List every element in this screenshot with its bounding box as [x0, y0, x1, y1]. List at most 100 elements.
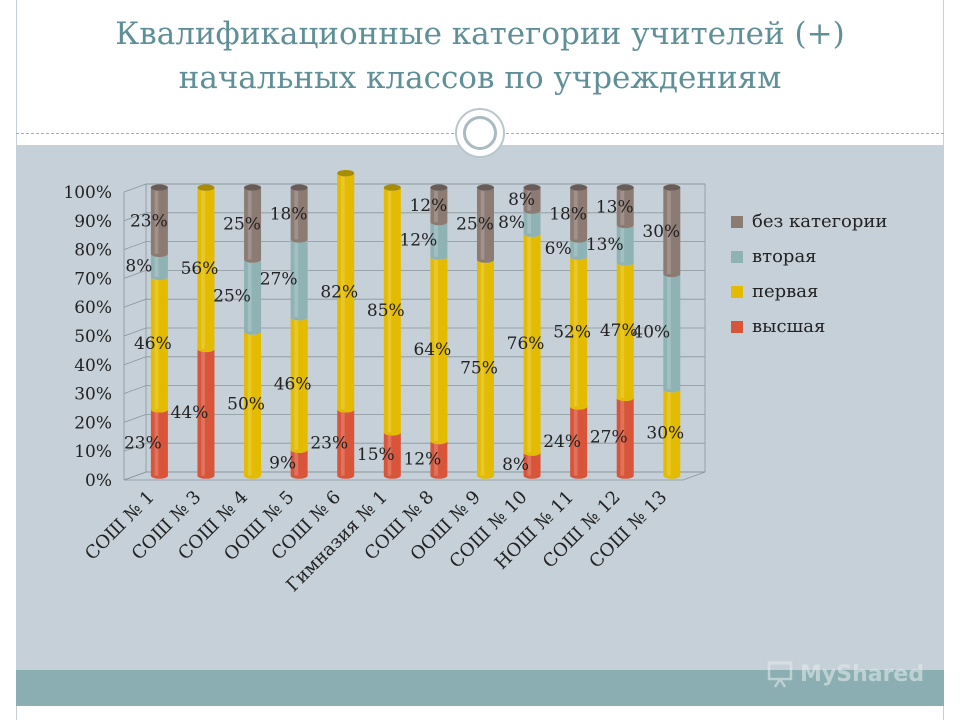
y-tick-label: 80%	[74, 241, 112, 261]
bar-highlight	[340, 173, 345, 410]
bar-highlight	[294, 239, 299, 318]
data-label: 12%	[399, 230, 437, 250]
data-label: 18%	[549, 205, 587, 225]
y-gridline	[123, 471, 705, 481]
bar-highlight	[434, 256, 438, 442]
legend-swatch-первая	[731, 286, 743, 298]
bar-highlight	[667, 274, 671, 390]
data-label-group: 23% 46% 8% 23% 44% 56% 50% 25% 25% 9% 46% 27% 18% 23%…	[124, 190, 684, 475]
bar-highlight	[201, 187, 205, 349]
data-label: 64%	[413, 340, 451, 360]
y-gridline	[123, 385, 705, 394]
legend-label: без категории	[752, 211, 887, 232]
y-gridline	[123, 298, 705, 308]
y-gridline	[123, 241, 705, 250]
y-gridline	[123, 212, 705, 222]
bar-top-cap	[383, 184, 401, 191]
data-label: 24%	[543, 432, 581, 452]
y-tick-label: 100%	[63, 183, 112, 203]
bar-top-cap	[663, 184, 681, 191]
bar-highlight	[620, 397, 625, 476]
data-label: 23%	[310, 433, 348, 453]
bar-highlight	[573, 406, 578, 476]
data-label: 30%	[646, 423, 684, 443]
data-label: 75%	[460, 359, 498, 379]
bar-highlight	[247, 259, 252, 332]
bar-highlight	[667, 389, 671, 476]
data-label: 44%	[171, 403, 209, 423]
bar-highlight	[201, 348, 205, 476]
y-tick-label: 0%	[85, 471, 112, 491]
data-label: 8%	[125, 256, 152, 276]
y-tick-label: 90%	[74, 212, 112, 232]
legend-swatch-высшая	[731, 321, 743, 333]
data-label: 27%	[260, 269, 298, 289]
bar-highlight	[527, 187, 532, 211]
data-label: 9%	[269, 454, 296, 474]
y-gridline	[123, 327, 705, 337]
data-label: 13%	[596, 197, 634, 217]
bar-highlight	[434, 441, 438, 476]
data-label: 23%	[124, 433, 162, 453]
presentation-icon	[767, 661, 793, 688]
bar-highlight	[387, 432, 392, 476]
data-label: 40%	[632, 323, 670, 343]
data-label: 13%	[586, 235, 624, 255]
bar-top-cap	[430, 184, 448, 191]
y-tick-label: 40%	[74, 356, 112, 376]
slide-title: Квалификационные категории учителей (+) …	[40, 12, 920, 100]
bar-highlight	[527, 233, 532, 453]
bar-highlight	[340, 409, 345, 476]
bar-top-cap	[523, 184, 541, 191]
bar-segment-вторая	[150, 253, 168, 281]
data-label: 30%	[642, 222, 680, 242]
bar-top-cap	[570, 184, 588, 191]
y-tick-label: 20%	[74, 413, 112, 433]
y-tick-label: 60%	[74, 298, 112, 318]
data-label: 12%	[403, 449, 441, 469]
bar-top-cap	[244, 184, 262, 191]
bar-highlight	[573, 256, 578, 407]
data-label: 27%	[590, 428, 628, 448]
y-tick-label: 10%	[74, 442, 112, 462]
y-gridline	[123, 442, 705, 452]
data-label: 56%	[181, 259, 219, 279]
data-label: 50%	[227, 395, 265, 415]
bar-highlight	[247, 331, 252, 476]
y-gridline	[123, 183, 705, 193]
bar-top-cap	[197, 184, 215, 191]
bar-highlight	[154, 187, 159, 254]
bar-highlight	[573, 187, 578, 240]
bar-highlight	[620, 262, 625, 398]
bar-highlight	[294, 317, 299, 450]
title-line-2: начальных классов по учреждениям	[178, 60, 782, 96]
data-label: 8%	[502, 455, 529, 475]
data-label: 8%	[508, 190, 535, 210]
bar-highlight	[527, 452, 532, 476]
data-label: 18%	[270, 205, 308, 225]
bar-highlight	[620, 187, 625, 226]
data-label: 85%	[367, 301, 405, 321]
data-label: 76%	[507, 334, 545, 354]
bar-highlight	[480, 187, 485, 260]
y-gridline	[123, 413, 705, 423]
watermark: MyShared	[766, 656, 924, 692]
bar-top-cap	[290, 184, 308, 191]
bar-highlight	[154, 276, 159, 410]
bar-highlight	[480, 259, 485, 476]
divider-ring-icon	[455, 108, 505, 158]
data-label: 46%	[274, 374, 312, 394]
legend-label: высшая	[752, 316, 825, 337]
legend-label: первая	[752, 281, 818, 302]
bar-top-cap	[616, 184, 634, 191]
legend-swatch-без-категории	[731, 216, 743, 228]
bar-highlight	[154, 409, 159, 476]
bar-highlight	[294, 449, 299, 476]
bar-highlight	[247, 187, 252, 260]
bar-segment-вторая	[523, 210, 541, 237]
data-label: 8%	[498, 213, 525, 233]
legend-label: вторая	[752, 246, 817, 267]
y-tick-label: 50%	[74, 327, 112, 347]
